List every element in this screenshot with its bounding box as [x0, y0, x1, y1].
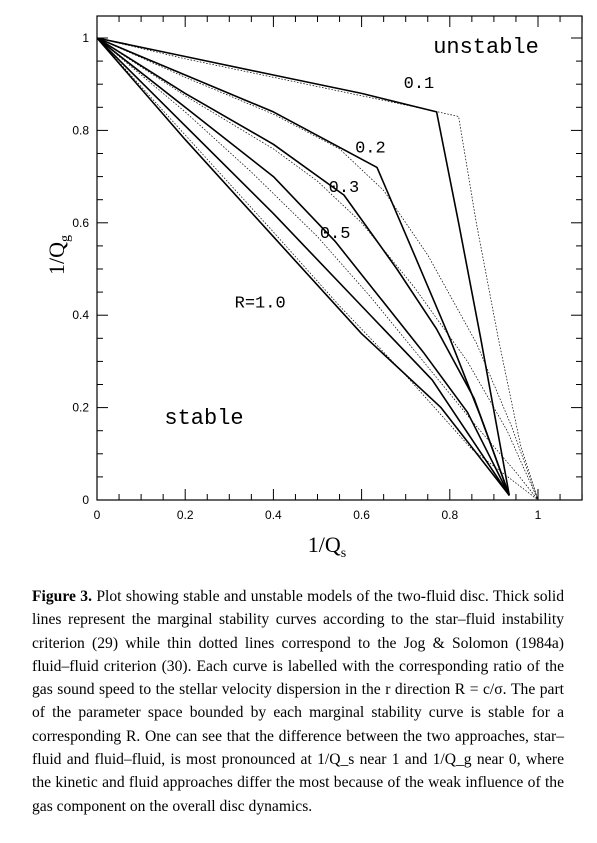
dotted-curve-8	[96, 37, 539, 501]
x-tick-label: 0.4	[265, 508, 282, 522]
unstable-region-label: unstable	[433, 35, 539, 60]
caption-label: Figure 3.	[32, 588, 92, 605]
y-tick-label: 0.4	[72, 308, 89, 322]
y-axis-title: 1/Qg	[44, 235, 73, 275]
dotted-curve-10	[96, 37, 539, 501]
curve-label: R=1.0	[235, 294, 286, 313]
curve-label: 0.3	[329, 179, 360, 198]
curve-label: 0.2	[355, 140, 386, 159]
solid-curve-0	[96, 37, 511, 496]
x-tick-label: 0.2	[177, 508, 194, 522]
figure-caption: Figure 3. Plot showing stable and unstab…	[32, 585, 564, 818]
stability-curves	[96, 37, 539, 501]
tick-labels: 0 0.2 0.4 0.6 0.8 1 0 0.2 0.4 0.6 0.8 1	[72, 31, 541, 522]
solid-curve-5	[96, 37, 510, 496]
solid-curve-2	[96, 37, 511, 496]
x-axis-title: 1/Qs	[308, 532, 346, 561]
y-tick-label: 0.8	[72, 123, 89, 137]
curve-labels: 0.1 0.2 0.3 0.5 R=1.0	[235, 75, 435, 313]
y-tick-label: 0	[82, 493, 89, 507]
x-tick-label: 0.8	[441, 508, 458, 522]
dotted-curve-9	[96, 37, 539, 501]
solid-curve-1	[96, 37, 511, 496]
x-tick-label: 0	[94, 508, 101, 522]
y-tick-label: 1	[82, 31, 89, 45]
curve-label: 0.1	[404, 75, 435, 94]
y-tick-label: 0.2	[72, 401, 89, 415]
x-tick-label: 0.6	[353, 508, 370, 522]
solid-curve-4	[96, 37, 510, 496]
stability-plot: 0 0.2 0.4 0.6 0.8 100.20.40.60.81 0.10.20.30.…	[44, 15, 583, 561]
curve-label: 0.5	[320, 225, 351, 244]
dotted-curve-6	[96, 37, 539, 501]
x-tick-label: 1	[535, 508, 542, 522]
solid-curve-3	[96, 37, 511, 496]
dotted-curve-7	[96, 37, 539, 501]
stable-region-label: stable	[164, 406, 243, 431]
caption-text: Plot showing stable and unstable models …	[32, 588, 564, 815]
y-tick-label: 0.6	[72, 216, 89, 230]
